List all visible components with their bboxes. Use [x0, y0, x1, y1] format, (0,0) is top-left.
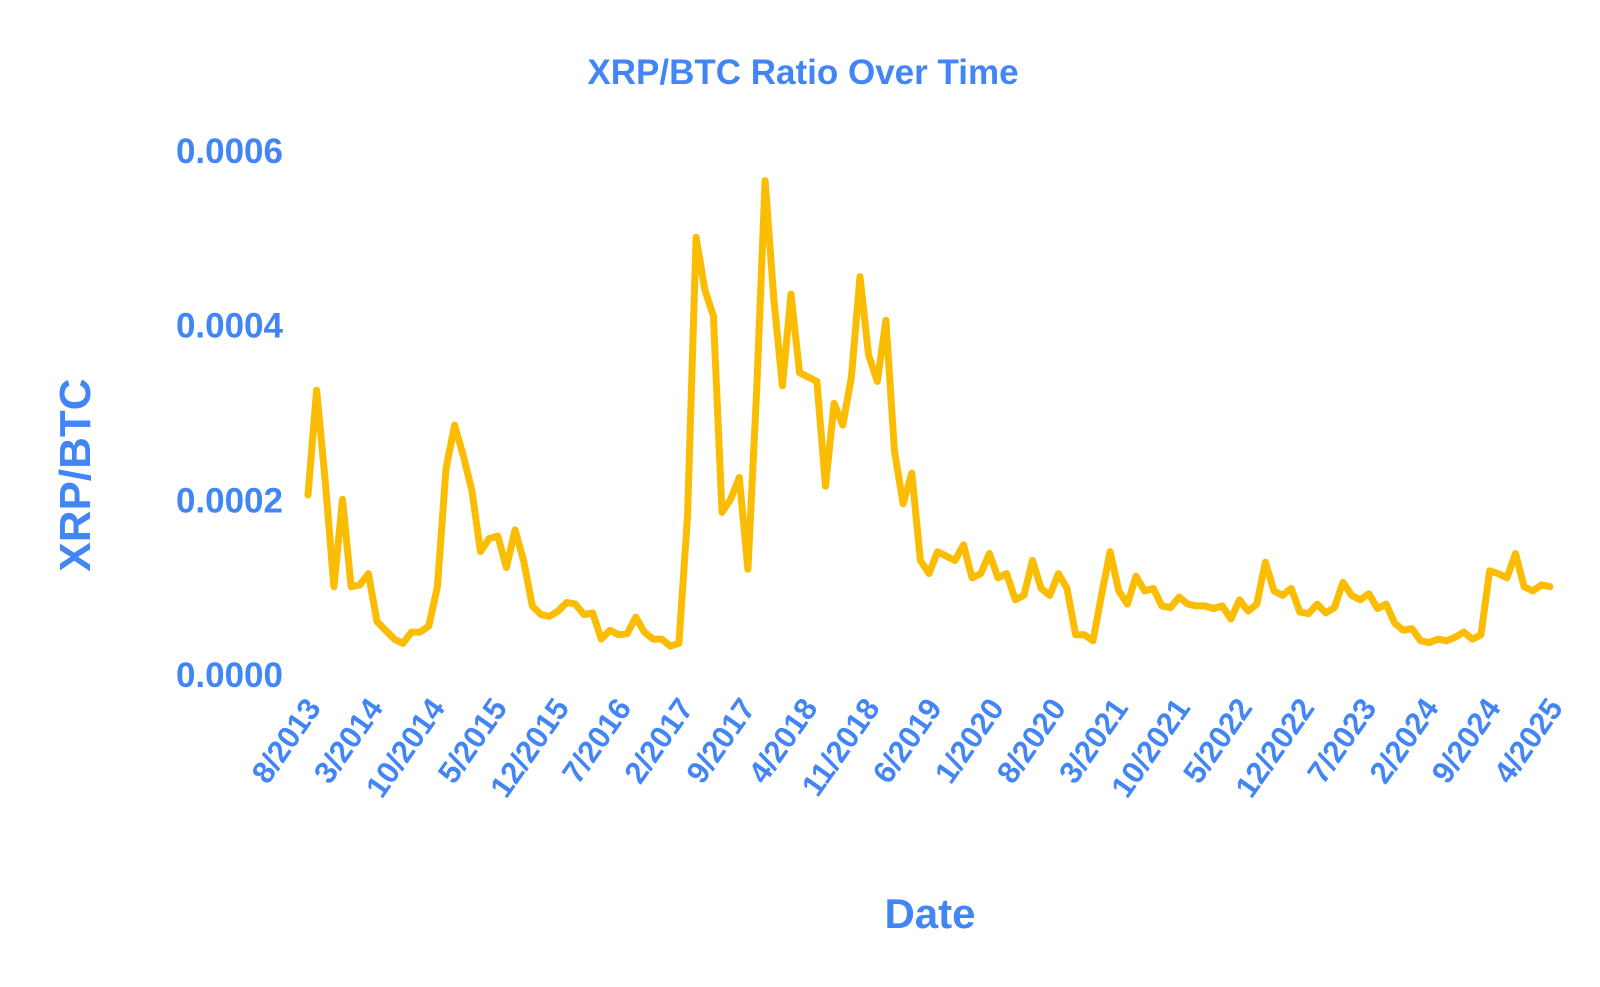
series-line	[304, 177, 1554, 650]
x-axis-label: Date	[884, 890, 975, 937]
y-tick-label: 0.0004	[176, 307, 284, 346]
y-axis-label: XRP/BTC	[51, 378, 100, 571]
y-tick-label: 0.0006	[176, 132, 283, 171]
x-axis-ticks: 8/20133/201410/20145/201512/20157/20162/…	[245, 691, 1570, 803]
y-axis-ticks: 0.0000 0.0002 0.0004 0.0006	[176, 132, 284, 695]
y-tick-label: 0.0002	[176, 481, 283, 520]
chart-title: XRP/BTC Ratio Over Time	[587, 53, 1018, 92]
y-tick-label: 0.0000	[176, 656, 283, 695]
